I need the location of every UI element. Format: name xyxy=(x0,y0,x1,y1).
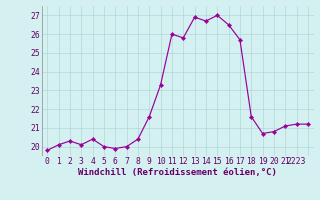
X-axis label: Windchill (Refroidissement éolien,°C): Windchill (Refroidissement éolien,°C) xyxy=(78,168,277,177)
